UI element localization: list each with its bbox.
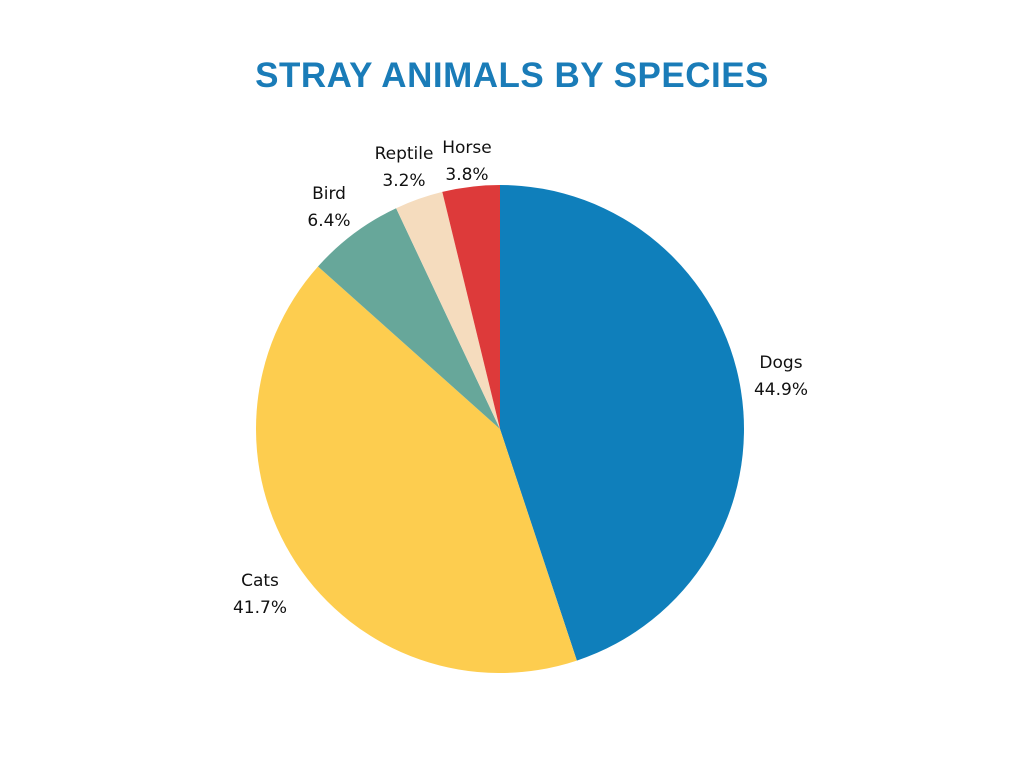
slice-value-cats: 41.7% — [233, 598, 287, 618]
slice-label-dogs: Dogs — [759, 353, 802, 373]
pie-slice-bird — [317, 208, 500, 429]
slice-label-reptile: Reptile — [375, 144, 434, 164]
pie-slice-dogs — [500, 185, 745, 661]
slice-value-horse: 3.8% — [445, 165, 488, 185]
slice-label-cats: Cats — [241, 571, 279, 591]
slice-label-bird: Bird — [312, 184, 346, 204]
pie-slice-horse — [442, 185, 500, 429]
pie-slice-reptile — [396, 191, 500, 429]
slice-label-horse: Horse — [442, 138, 492, 158]
pie-slice-cats — [255, 266, 577, 673]
chart-title: STRAY ANIMALS BY SPECIES — [255, 56, 769, 95]
pie-slices — [255, 185, 745, 673]
slice-value-bird: 6.4% — [307, 211, 350, 231]
slice-labels: Dogs 44.9% Cats 41.7% Bird 6.4% Reptile 3.2% Hor… — [233, 138, 808, 618]
slice-value-dogs: 44.9% — [754, 380, 808, 400]
slice-value-reptile: 3.2% — [382, 171, 425, 191]
